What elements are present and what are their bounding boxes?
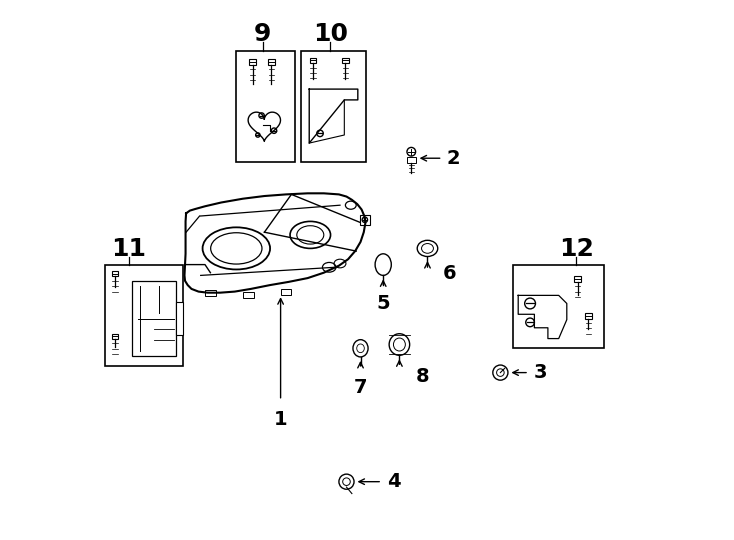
Bar: [585, 313, 592, 319]
Text: 3: 3: [534, 363, 547, 382]
Bar: [407, 157, 415, 163]
Bar: [360, 215, 370, 225]
Text: 6: 6: [443, 264, 457, 282]
Bar: [132, 281, 176, 356]
Text: 2: 2: [447, 148, 460, 168]
Bar: [243, 292, 254, 298]
Text: 8: 8: [415, 367, 429, 386]
Bar: [513, 265, 603, 348]
Bar: [112, 334, 118, 339]
Bar: [301, 51, 366, 162]
Bar: [205, 290, 216, 296]
Bar: [268, 59, 275, 65]
Text: 12: 12: [559, 238, 594, 261]
Bar: [342, 58, 349, 63]
Text: 9: 9: [254, 22, 272, 46]
Bar: [310, 58, 316, 63]
Text: 10: 10: [313, 22, 348, 46]
Bar: [176, 302, 183, 335]
Text: 1: 1: [274, 410, 288, 429]
Bar: [236, 51, 294, 162]
Text: 7: 7: [354, 378, 367, 397]
Bar: [575, 276, 581, 282]
Bar: [112, 271, 118, 276]
Bar: [280, 289, 291, 295]
Bar: [250, 59, 255, 65]
Text: 4: 4: [387, 472, 401, 491]
Text: 5: 5: [377, 294, 390, 313]
Text: 11: 11: [111, 238, 146, 261]
Bar: [105, 265, 184, 366]
